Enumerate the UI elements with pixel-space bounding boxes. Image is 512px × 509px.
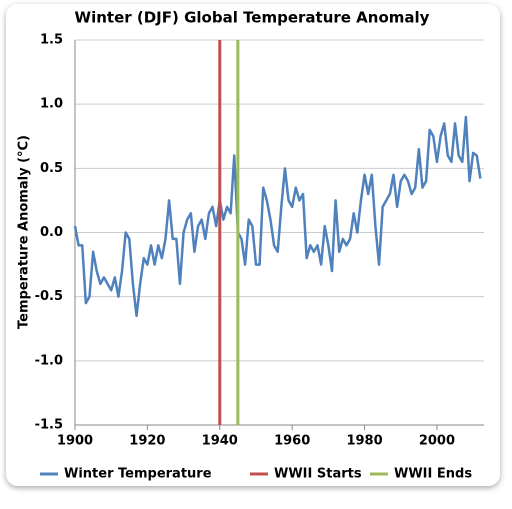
legend-label: Winter Temperature [64,467,212,482]
y-tick-label: -1.5 [35,418,63,433]
series-line [73,115,482,318]
y-tick-label: 0.5 [40,161,63,176]
x-tick-label: 1940 [202,434,238,449]
x-tick-label: 1900 [57,434,93,449]
chart-title: Winter (DJF) Global Temperature Anomaly [75,9,430,27]
x-tick-label: 1920 [129,434,165,449]
y-axis-label: Temperature Anomaly (°C) [17,135,32,329]
y-tick-label: -1.0 [35,353,63,368]
legend-label: WWII Ends [394,467,472,482]
legend-label: WWII Starts [274,467,362,482]
y-tick-label: -0.5 [35,289,63,304]
y-tick-label: 1.5 [40,33,63,48]
y-tick-label: 1.0 [40,97,63,112]
y-tick-label: 0.0 [40,225,63,240]
x-tick-label: 1960 [274,434,310,449]
x-tick-label: 1980 [346,434,382,449]
x-tick-label: 2000 [419,434,455,449]
